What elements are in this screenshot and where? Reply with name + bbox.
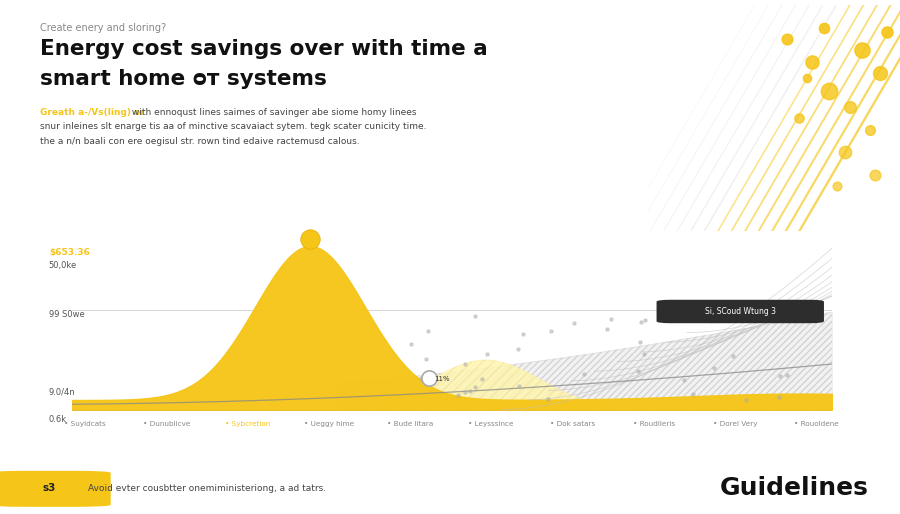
Point <box>457 388 472 396</box>
Point <box>823 87 837 95</box>
Text: s3: s3 <box>43 483 56 493</box>
Point <box>468 312 482 320</box>
Point <box>604 315 618 323</box>
Point <box>576 370 590 378</box>
Point <box>842 103 857 111</box>
Point <box>772 392 787 400</box>
FancyBboxPatch shape <box>656 300 824 323</box>
Text: smart home ᴑᴛ systems: smart home ᴑᴛ systems <box>40 69 328 89</box>
Point <box>862 125 877 134</box>
Point <box>880 28 895 36</box>
Point <box>451 391 465 399</box>
Point <box>468 382 482 391</box>
Text: 0.6k: 0.6k <box>49 415 67 424</box>
Point <box>677 376 691 384</box>
Point <box>541 395 555 403</box>
Point <box>567 319 581 327</box>
Text: Energy cost savings over with time a: Energy cost savings over with time a <box>40 39 488 59</box>
Point <box>599 325 614 333</box>
Point <box>544 326 559 335</box>
Point <box>855 46 869 54</box>
Point <box>773 372 788 380</box>
Text: • Suyldcats: • Suyldcats <box>65 421 106 427</box>
Text: • Roudileris: • Roudileris <box>633 421 675 427</box>
Point <box>633 338 647 346</box>
Point <box>778 310 793 319</box>
Point <box>636 351 651 359</box>
Point <box>817 24 832 32</box>
FancyBboxPatch shape <box>0 471 111 507</box>
Text: Si, SCoud Wtung 3: Si, SCoud Wtung 3 <box>705 307 776 316</box>
Point <box>868 171 882 179</box>
Point <box>799 74 814 82</box>
Text: Create enery and sloring?: Create enery and sloring? <box>40 23 166 33</box>
Text: Greath a-/Vs(ling) or: Greath a-/Vs(ling) or <box>40 108 145 117</box>
Point <box>830 182 844 190</box>
Text: 11%: 11% <box>434 376 450 381</box>
Text: $653.36: $653.36 <box>49 248 90 257</box>
Text: • Leysssince: • Leysssince <box>468 421 514 427</box>
Point <box>464 387 478 395</box>
Point <box>421 327 436 335</box>
Text: • Dorel Very: • Dorel Very <box>713 421 757 427</box>
Point <box>517 329 531 338</box>
Text: • Ueggy hime: • Ueggy hime <box>303 421 354 427</box>
Point <box>638 316 652 324</box>
Point <box>511 345 526 354</box>
Point <box>480 350 494 358</box>
Point <box>474 375 489 383</box>
Point <box>403 340 418 348</box>
Point <box>511 381 526 390</box>
Text: 9.0/4n: 9.0/4n <box>49 388 76 396</box>
Text: with ennoqust lines saimes of savinger abe siome homy linees: with ennoqust lines saimes of savinger a… <box>129 108 416 117</box>
Point <box>792 114 806 122</box>
Point <box>780 371 795 379</box>
Point <box>779 35 794 43</box>
Text: Avoid evter cousbtter onemiministeriong, a ad tatrs.: Avoid evter cousbtter onemiministeriong,… <box>88 484 327 493</box>
Point <box>873 69 887 77</box>
Text: • Sybcretion: • Sybcretion <box>225 421 270 427</box>
Point <box>739 396 753 404</box>
Point <box>686 390 700 398</box>
Text: • Bude litara: • Bude litara <box>387 421 433 427</box>
Point <box>414 374 428 382</box>
Text: • Dunublicve: • Dunublicve <box>143 421 190 427</box>
Text: 99 S0we: 99 S0we <box>49 310 85 320</box>
Text: snur inleines slt enarge tis aa of minctive scavaiact sytem. tegk scater cunicit: snur inleines slt enarge tis aa of minct… <box>40 122 427 132</box>
Point <box>837 148 851 156</box>
Point <box>631 367 645 375</box>
Text: the a n/n baali con ere oegisul str. rown tind edaive ractemusd calous.: the a n/n baali con ere oegisul str. row… <box>40 137 360 146</box>
Point <box>725 353 740 361</box>
Point <box>634 318 648 326</box>
Point <box>418 355 433 363</box>
Point <box>457 360 472 368</box>
Text: 50,0ke: 50,0ke <box>49 261 77 270</box>
Text: • Dok satars: • Dok satars <box>550 421 595 427</box>
Point <box>707 364 722 373</box>
Point <box>805 58 819 66</box>
Text: Guidelines: Guidelines <box>720 476 868 500</box>
Text: • Rouoldene: • Rouoldene <box>794 421 838 427</box>
